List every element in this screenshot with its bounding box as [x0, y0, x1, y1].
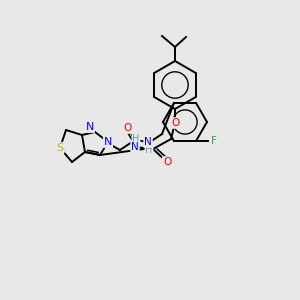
Text: H: H — [132, 134, 140, 144]
Text: F: F — [211, 136, 217, 146]
Text: S: S — [56, 143, 64, 153]
Text: N: N — [86, 122, 94, 132]
Text: O: O — [124, 123, 132, 133]
Text: N: N — [144, 137, 152, 147]
Text: N: N — [104, 137, 112, 147]
Text: O: O — [163, 157, 171, 167]
Text: H: H — [145, 145, 153, 155]
Text: O: O — [171, 118, 179, 128]
Text: N: N — [131, 142, 139, 152]
